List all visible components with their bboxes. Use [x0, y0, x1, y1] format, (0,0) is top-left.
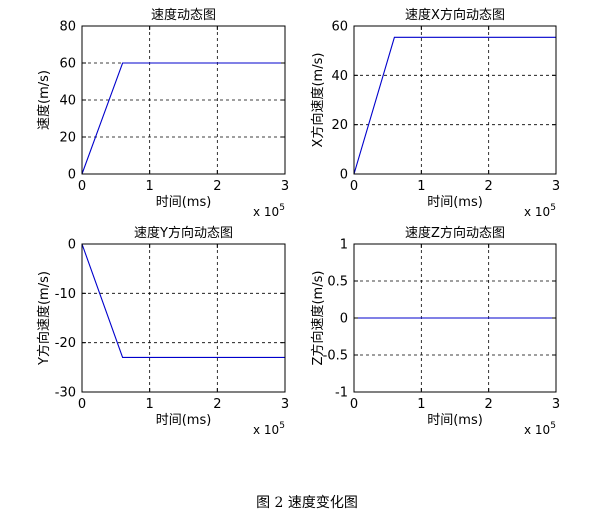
x-axis-multiplier: x 105	[524, 421, 556, 437]
y-tick-label: -10	[55, 287, 76, 302]
plot-area	[354, 26, 556, 174]
series-line	[81, 243, 285, 359]
y-tick-label: -30	[55, 386, 76, 401]
y-tick-label: -1	[335, 386, 348, 401]
chart-title: 速度Y方向动态图	[134, 225, 233, 241]
series-line	[81, 62, 285, 175]
x-tick-label: 1	[146, 179, 154, 194]
y-tick-label: 0	[340, 312, 348, 327]
x-axis-multiplier-exponent: 5	[550, 421, 556, 431]
y-tick-label: -20	[55, 336, 76, 351]
x-axis-multiplier-exponent: 5	[550, 203, 556, 213]
y-axis-label: X方向速度(m/s)	[310, 53, 326, 148]
x-tick-label: 2	[213, 179, 221, 194]
figure-caption: 图 2 速度变化图	[256, 495, 358, 511]
x-tick-label: 1	[417, 397, 425, 412]
y-tick-label: 0	[68, 168, 76, 183]
x-tick-label: 0	[350, 179, 358, 194]
x-axis-multiplier: x 105	[524, 203, 556, 219]
x-axis-multiplier-base: x 10	[253, 205, 279, 219]
x-tick-label: 0	[78, 397, 86, 412]
y-tick-label: -0.5	[323, 349, 348, 364]
y-axis-label: 速度(m/s)	[36, 70, 52, 130]
x-tick-label: 2	[485, 397, 493, 412]
y-axis-label: Z方向速度(m/s)	[310, 271, 326, 366]
y-tick-label: 80	[59, 20, 76, 35]
y-tick-label: 40	[59, 94, 76, 109]
x-axis-multiplier-exponent: 5	[279, 203, 285, 213]
series-line	[353, 36, 556, 175]
x-tick-label: 1	[417, 179, 425, 194]
x-tick-label: 3	[552, 179, 560, 194]
y-tick-label: 60	[331, 20, 348, 35]
x-axis-label: 时间(ms)	[427, 195, 483, 210]
y-tick-label: 20	[331, 118, 348, 133]
y-tick-label: 40	[331, 69, 348, 84]
x-axis-multiplier: x 105	[253, 421, 285, 437]
x-axis-multiplier-base: x 10	[524, 205, 550, 219]
x-axis-label: 时间(ms)	[156, 413, 212, 428]
x-tick-label: 2	[213, 397, 221, 412]
x-tick-label: 3	[281, 179, 289, 194]
x-axis-label: 时间(ms)	[156, 195, 212, 210]
x-tick-label: 3	[552, 397, 560, 412]
y-tick-label: 0	[340, 168, 348, 183]
x-tick-label: 0	[350, 397, 358, 412]
y-tick-label: 60	[59, 57, 76, 72]
y-tick-label: 20	[59, 131, 76, 146]
x-axis-label: 时间(ms)	[427, 413, 483, 428]
plot-area	[82, 244, 285, 392]
y-axis-label: Y方向速度(m/s)	[36, 271, 52, 366]
x-tick-label: 0	[78, 179, 86, 194]
x-axis-multiplier-exponent: 5	[279, 421, 285, 431]
chart-title: 速度动态图	[151, 7, 216, 23]
axes-frame	[353, 25, 557, 175]
chart-title: 速度Z方向动态图	[405, 225, 505, 241]
y-tick-label: 0	[68, 238, 76, 253]
x-axis-multiplier-base: x 10	[253, 423, 279, 437]
x-tick-label: 1	[146, 397, 154, 412]
x-axis-multiplier: x 105	[253, 203, 285, 219]
x-axis-multiplier-base: x 10	[524, 423, 550, 437]
x-tick-label: 3	[281, 397, 289, 412]
y-tick-label: 1	[340, 238, 348, 253]
chart-title: 速度X方向动态图	[405, 7, 505, 23]
y-tick-label: 0.5	[327, 275, 348, 290]
x-tick-label: 2	[485, 179, 493, 194]
axes-frame	[81, 243, 286, 393]
